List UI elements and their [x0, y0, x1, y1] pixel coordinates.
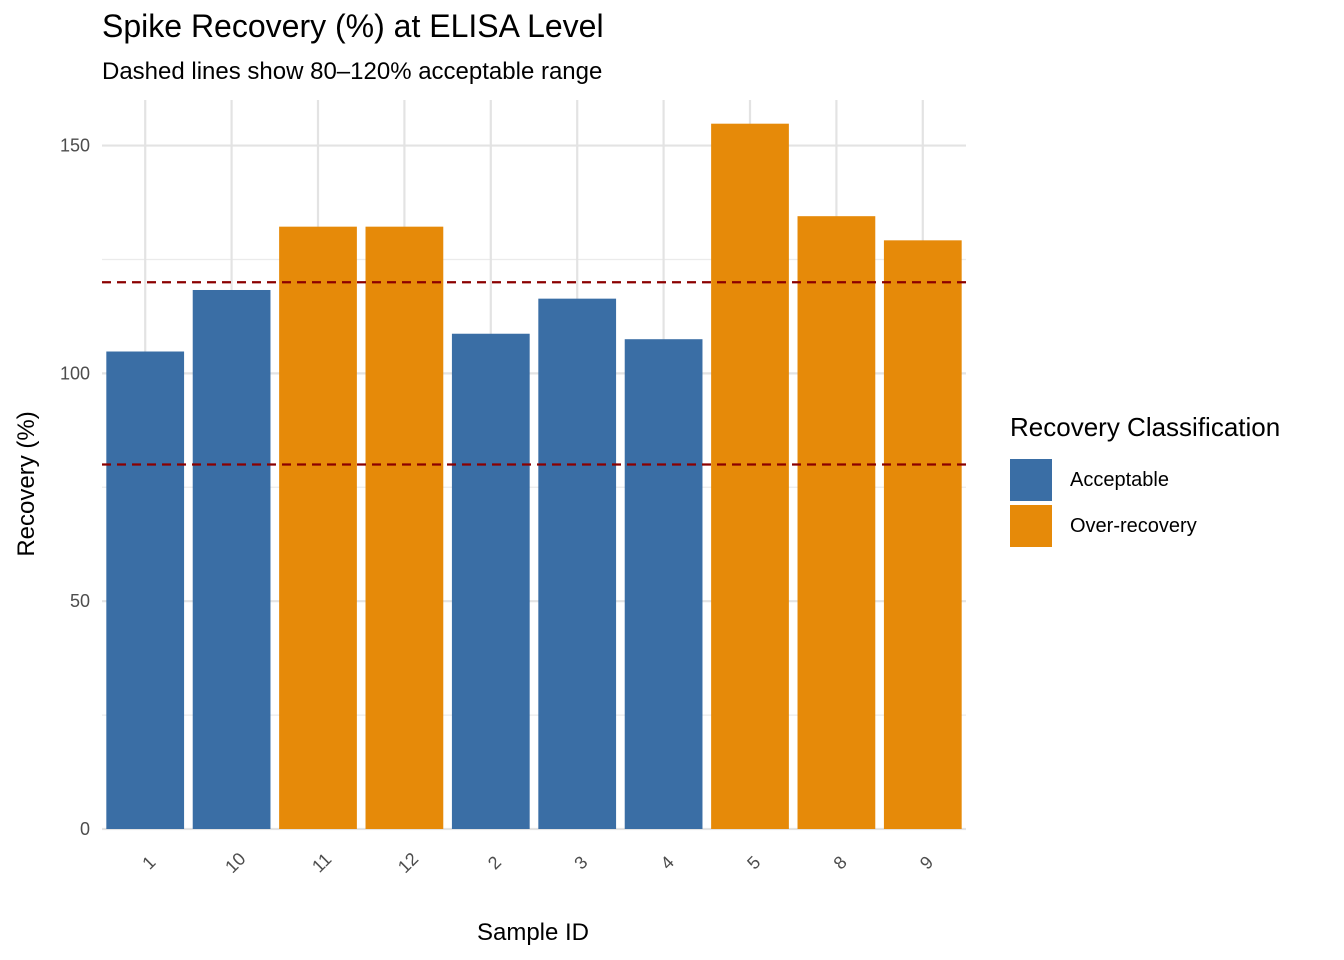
bar-sample-9	[883, 240, 962, 829]
bar-sample-8	[797, 216, 876, 829]
bar-sample-3	[538, 298, 617, 830]
chart-title: Spike Recovery (%) at ELISA Level	[102, 8, 604, 44]
bar-sample-10	[192, 289, 271, 830]
bar-sample-4	[624, 339, 703, 829]
chart-subtitle: Dashed lines show 80–120% acceptable ran…	[102, 58, 603, 85]
x-tick-label: 5	[743, 852, 764, 873]
bar-sample-2	[451, 333, 530, 829]
x-axis-title: Sample ID	[477, 919, 589, 946]
y-tick-label: 150	[60, 136, 90, 156]
x-tick-label: 4	[657, 852, 678, 873]
x-tick-label: 2	[484, 852, 505, 873]
legend-label-over-recovery: Over-recovery	[1070, 514, 1197, 537]
x-tick-label: 9	[916, 852, 937, 873]
bars	[106, 123, 962, 830]
legend-key-acceptable	[1010, 459, 1052, 501]
reference-lines	[102, 281, 966, 466]
y-axis-ticks: 0 50 100 150	[60, 136, 90, 839]
y-tick-label: 50	[70, 591, 90, 611]
bar-sample-11	[279, 226, 357, 829]
legend-item-acceptable: Acceptable	[1010, 457, 1280, 503]
y-axis-title: Recovery (%)	[13, 411, 40, 556]
x-tick-label: 3	[570, 852, 591, 873]
x-tick-label: 11	[308, 849, 335, 876]
legend-label-acceptable: Acceptable	[1070, 468, 1169, 491]
x-tick-label: 10	[221, 849, 249, 877]
bar-sample-12	[365, 226, 444, 829]
x-tick-label: 12	[394, 849, 422, 877]
x-tick-label: 1	[138, 852, 159, 873]
legend-title: Recovery Classification	[1010, 412, 1281, 442]
x-axis-ticks: 1 10 11 12 2 3 4 5 8 9	[138, 849, 937, 877]
legend-item-over-recovery: Over-recovery	[1010, 503, 1280, 549]
x-tick-label: 8	[830, 852, 851, 873]
legend: Recovery Classification Acceptable Over-…	[1010, 412, 1280, 549]
y-tick-label: 0	[80, 819, 90, 839]
bar-sample-5	[711, 123, 789, 829]
y-tick-label: 100	[60, 363, 90, 383]
bar-sample-1	[106, 351, 185, 829]
legend-key-over-recovery	[1010, 505, 1052, 547]
